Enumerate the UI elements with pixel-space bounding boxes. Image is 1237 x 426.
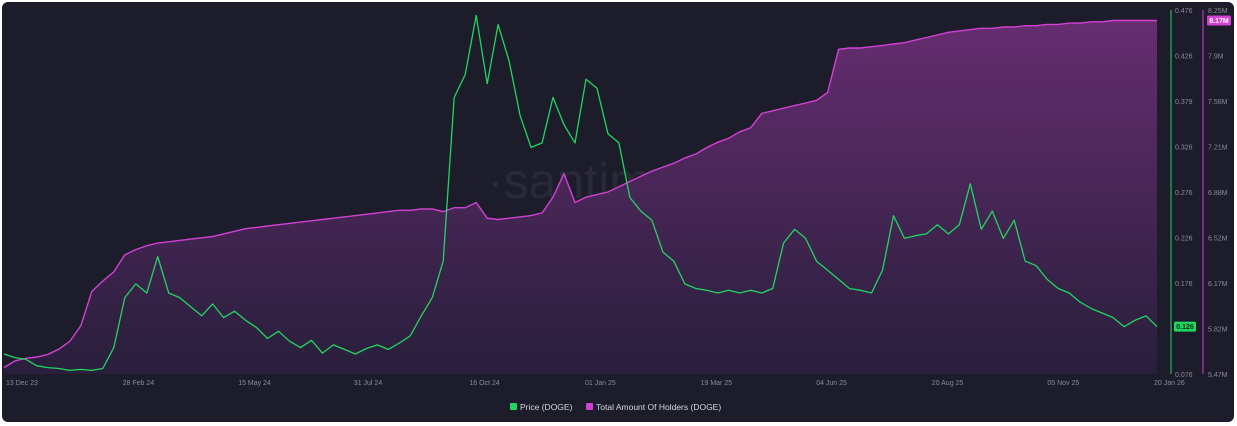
legend-label-price: Price (DOGE) — [520, 402, 573, 412]
legend-swatch-holders — [586, 403, 593, 410]
price-line-layer — [3, 14, 1158, 372]
legend-label-holders: Total Amount Of Holders (DOGE) — [596, 402, 721, 412]
holders-tick-label: 6.17M — [1208, 281, 1228, 288]
x-tick-label: 16 Oct 24 — [469, 380, 499, 387]
price-tick-label: 0.326 — [1175, 145, 1193, 152]
price-line — [3, 14, 1158, 372]
x-tick-label: 28 Feb 24 — [123, 380, 155, 387]
holders-tick-label: 7.21M — [1208, 145, 1228, 152]
x-tick-label: 15 May 24 — [238, 380, 271, 387]
x-axis-ticks: 13 Dec 23 28 Feb 24 15 May 24 31 Jul 24 16 O… — [6, 380, 1185, 387]
x-tick-label: 31 Jul 24 — [354, 380, 383, 387]
holders-current-value: 8.17M — [1209, 18, 1229, 25]
price-current-badge — [1174, 321, 1196, 332]
current-value-badges: 0.126 8.17M — [1174, 15, 1231, 332]
holders-line — [3, 19, 1157, 369]
holders-area — [4, 20, 1157, 374]
price-current-value: 0.126 — [1176, 324, 1194, 331]
x-tick-label: 20 Aug 25 — [932, 380, 964, 387]
holders-axis-ticks: 8.25M 7.9M 7.58M 7.21M 6.88M 6.52M 6.17M 5.82M 5… — [1208, 8, 1228, 379]
x-tick-label: 19 Mar 25 — [701, 380, 733, 387]
x-tick-label: 20 Jan 26 — [1154, 380, 1185, 387]
holders-tick-label: 5.47M — [1208, 372, 1228, 379]
price-tick-label: 0.379 — [1175, 99, 1193, 106]
holders-tick-label: 5.82M — [1208, 327, 1228, 334]
price-tick-label: 0.176 — [1175, 281, 1193, 288]
holders-tick-label: 8.25M — [1208, 8, 1228, 15]
holders-tick-label: 7.9M — [1208, 54, 1224, 61]
holders-tick-label: 7.58M — [1208, 99, 1228, 106]
axes-layer — [1170, 10, 1204, 374]
holders-line-layer — [3, 19, 1157, 369]
legend: Price (DOGE) Total Amount Of Holders (DOG… — [510, 402, 721, 412]
x-tick-label: 05 Nov 25 — [1047, 380, 1079, 387]
x-tick-label: 04 Jun 25 — [816, 380, 847, 387]
price-tick-label: 0.476 — [1175, 8, 1193, 15]
x-tick-label: 13 Dec 23 — [6, 380, 38, 387]
x-tick-label: 01 Jan 25 — [585, 380, 616, 387]
holders-tick-label: 6.88M — [1208, 190, 1228, 197]
holders-current-badge — [1207, 15, 1231, 26]
price-tick-label: 0.426 — [1175, 54, 1193, 61]
price-tick-label: 0.076 — [1175, 372, 1193, 379]
legend-swatch-price — [510, 403, 517, 410]
price-tick-label: 0.226 — [1175, 236, 1193, 243]
price-tick-label: 0.276 — [1175, 190, 1193, 197]
holders-area-layer — [4, 20, 1157, 374]
holders-tick-label: 6.52M — [1208, 236, 1228, 243]
